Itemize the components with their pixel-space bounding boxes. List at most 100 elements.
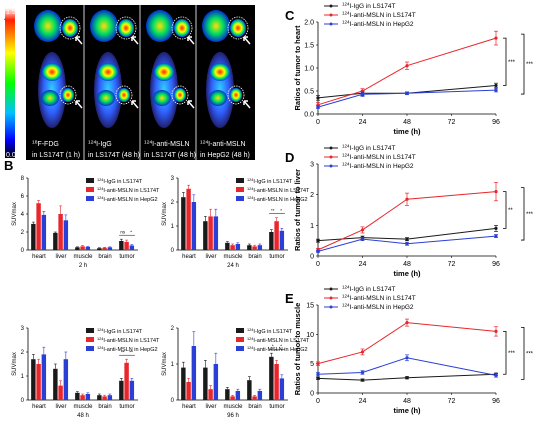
y-axis-label: Ratios of tumor to liver (293, 169, 302, 251)
x-tick-label: liver (55, 404, 66, 410)
legend-label-main: I-anti-MSLN in LS174T (350, 154, 416, 161)
y-tick-label: 0 (21, 398, 25, 404)
legend-label: 124I-anti-MSLN in HepG2 (342, 162, 414, 170)
legend-label: 124I-anti-MSLN in HepG2 (247, 346, 308, 353)
legend-marker (329, 155, 333, 159)
bar (124, 362, 129, 400)
bar (107, 395, 113, 400)
arrow-icon (243, 36, 248, 41)
legend-label-main: I-anti-MSLN in HepG2 (350, 21, 414, 28)
data-point (405, 237, 409, 241)
bar (230, 396, 235, 400)
pet-heart-blob (154, 63, 174, 81)
bar-chart-B-48h: 0 1 2 3 SUVmax heart liver muscle brain tumor 48 h… (12, 326, 160, 419)
x-tick-label: heart (182, 254, 196, 260)
x-tick-label: 72 (448, 119, 456, 126)
data-point (316, 372, 320, 376)
x-tick-label: muscle (223, 404, 243, 410)
data-point (360, 378, 365, 382)
y-tick-label: 2 (171, 326, 175, 332)
bar (129, 380, 135, 400)
series-line (317, 191, 497, 251)
legend-label-main: I-IgG in LS174T (350, 145, 396, 152)
arrow-icon (131, 36, 139, 45)
x-tick-label: heart (182, 404, 196, 410)
y-tick-label: 0 (310, 254, 314, 261)
x-axis-label: 48 h (77, 413, 89, 419)
legend-swatch (86, 196, 94, 201)
pet-liver-blob (97, 90, 115, 106)
data-point (316, 362, 320, 366)
bar (191, 346, 197, 400)
x-axis-label: time (h) (393, 127, 421, 136)
pet-heart-blob (42, 63, 62, 81)
colorbar-max-label: 1.5 (6, 9, 16, 16)
legend-label-main: I-IgG in LS174T (253, 179, 292, 185)
legend-label-main: I-IgG in LS174T (253, 329, 292, 335)
legend-label-sup: 124 (342, 153, 350, 158)
arrow-icon (187, 36, 195, 45)
legend-label: 124I-IgG in LS174T (247, 178, 293, 185)
significance-label: ** (129, 350, 133, 355)
bar (274, 364, 279, 400)
bar (58, 214, 63, 250)
data-point (316, 249, 320, 253)
data-point (494, 88, 498, 92)
legend-label-sup: 124 (247, 196, 254, 200)
bar (230, 245, 235, 250)
x-tick-label: 0 (316, 261, 320, 268)
panel-label-d: D (285, 150, 294, 165)
colorbar-min-label: 0.0 (6, 152, 16, 159)
significance-label: * (280, 344, 282, 349)
pet-image: 124I-anti-MSLN in LS174T (48 h) (139, 5, 196, 160)
data-point (494, 329, 498, 333)
arrow-icon (75, 36, 83, 45)
pet-liver-blob (41, 90, 59, 106)
x-tick-label: 72 (448, 398, 456, 405)
y-tick-label: 2 (21, 350, 25, 356)
pet-caption-tracer: 124I-anti-MSLN (200, 140, 246, 148)
pet-caption-tracer-main: I-anti-MSLN (208, 141, 245, 148)
pet-organ-blob (202, 10, 230, 42)
pet-caption-tracer-sup: 124 (88, 140, 96, 146)
tumor-outline (115, 85, 133, 105)
significance-label: * (272, 344, 274, 349)
bar (36, 364, 41, 400)
legend-label-sup: 124 (97, 337, 104, 341)
legend-label: 124I-anti-MSLN in HepG2 (97, 346, 158, 353)
y-tick-label: 3 (21, 326, 25, 332)
bar (80, 395, 85, 400)
tumor-outline (59, 85, 77, 105)
y-tick-label: 3 (310, 162, 314, 169)
y-tick-label: 1 (21, 374, 25, 380)
bar (186, 188, 191, 250)
legend-label-sup: 124 (97, 328, 104, 332)
y-tick-label: 10 (306, 332, 314, 339)
legend-label-main: I-IgG in LS174T (350, 286, 396, 293)
legend-label-main: I-anti-MSLN in HepG2 (253, 347, 307, 353)
x-tick-label: liver (55, 254, 66, 260)
bar (181, 197, 186, 250)
pet-tumor-blob (230, 88, 242, 102)
bar (53, 232, 58, 250)
data-point (494, 234, 498, 238)
bar-chart-B-96h: 0 1 2 SUVmax heart liver muscle brain tumor 96 h 1… (162, 326, 310, 419)
bar (58, 385, 63, 400)
legend-swatch (236, 328, 244, 333)
arrow-icon (131, 36, 136, 41)
significance-bracket (521, 187, 525, 241)
bar (208, 216, 213, 250)
x-tick-label: tumor (119, 404, 134, 410)
legend-label: 124I-IgG in LS174T (342, 2, 396, 10)
bar (75, 247, 80, 250)
significance-bracket (521, 33, 525, 95)
x-tick-label: brain (248, 404, 261, 410)
bar (203, 367, 208, 400)
data-point (405, 91, 409, 95)
y-tick-label: 1.5 (304, 43, 314, 50)
x-tick-label: brain (98, 404, 111, 410)
bar (85, 394, 91, 400)
bar (208, 389, 213, 400)
bar (279, 230, 285, 250)
